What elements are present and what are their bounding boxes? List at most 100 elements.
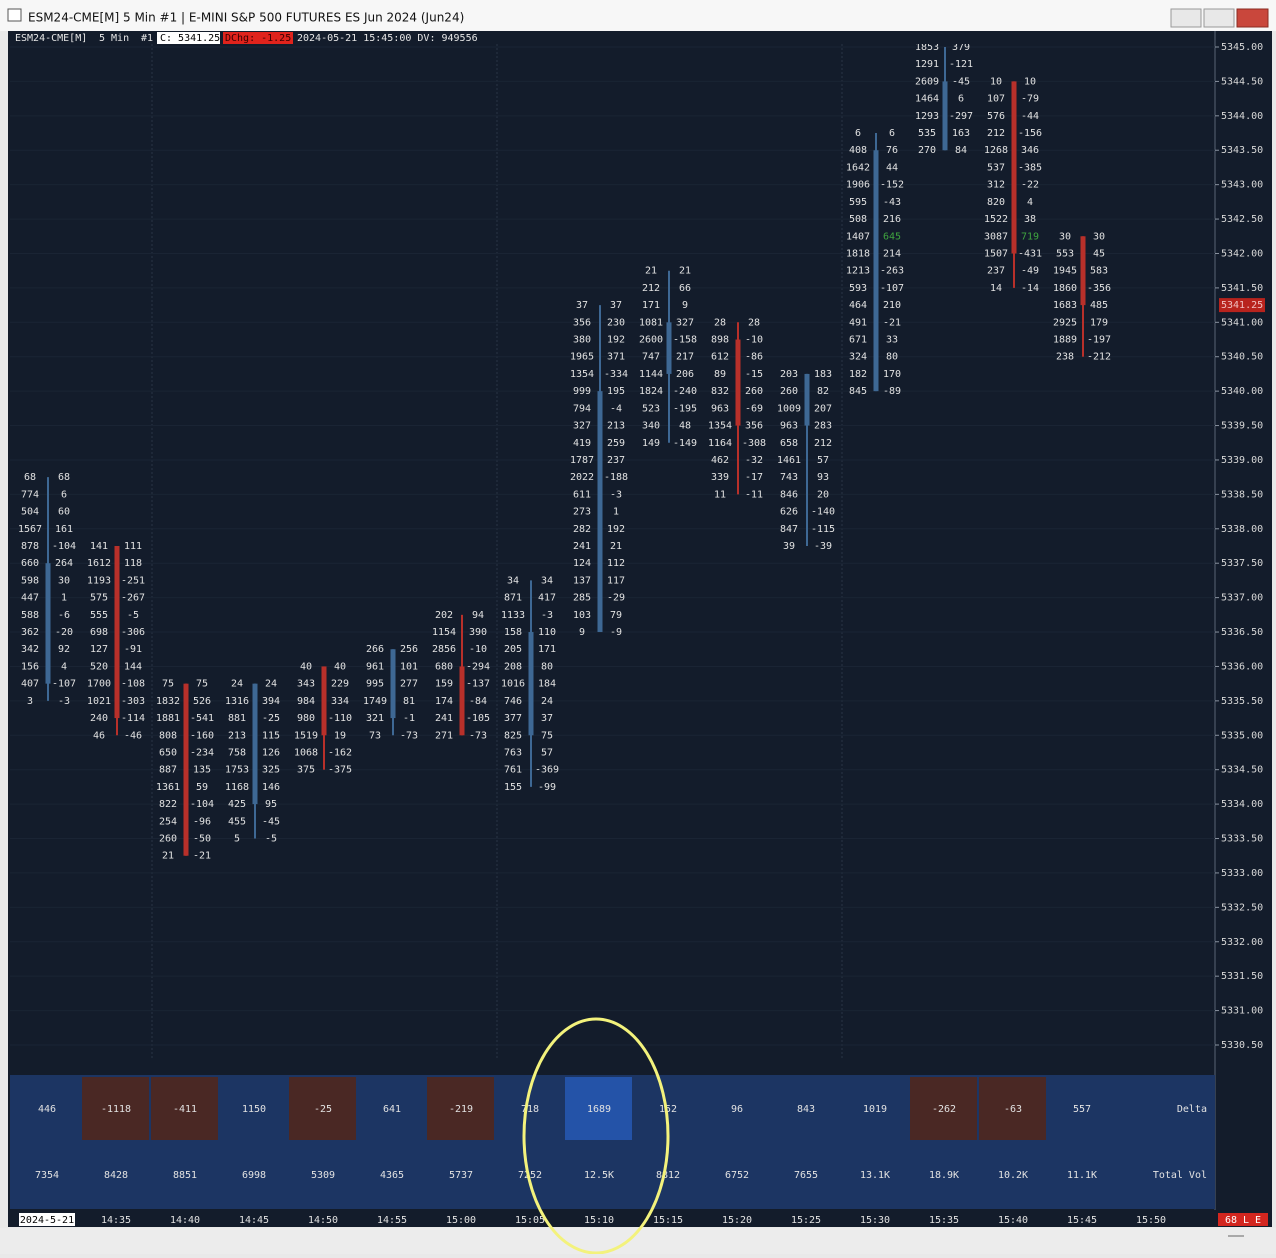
candle-body <box>804 373 810 426</box>
volume-total: 7354 <box>35 1170 59 1181</box>
delta-total: -219 <box>449 1104 473 1115</box>
price-label: 5331.00 <box>1221 1006 1263 1017</box>
delta-cell: 6 <box>958 94 964 105</box>
candle-body <box>666 322 672 374</box>
volume-cell: 156 <box>21 661 39 672</box>
volume-cell: 342 <box>21 644 39 655</box>
delta-cell: 94 <box>472 610 484 621</box>
delta-cell: 356 <box>745 421 763 432</box>
time-label: 2024-5-21 <box>20 1215 74 1226</box>
volume-cell: 520 <box>90 661 108 672</box>
candle-body <box>873 150 879 392</box>
volume-cell: 1213 <box>846 266 870 277</box>
delta-cell-bg <box>82 1077 149 1140</box>
volume-cell: 523 <box>642 403 660 414</box>
volume-cell: 2600 <box>639 335 663 346</box>
delta-cell: 115 <box>262 730 280 741</box>
volume-cell: 24 <box>231 679 243 690</box>
volume-cell: 588 <box>21 610 39 621</box>
volume-cell: 504 <box>21 507 39 518</box>
price-label: 5334.00 <box>1221 799 1263 810</box>
volume-cell: 1612 <box>87 558 111 569</box>
delta-cell: -541 <box>190 713 214 724</box>
volume-cell: 240 <box>90 713 108 724</box>
volume-total: 6752 <box>725 1170 749 1181</box>
delta-cell: 146 <box>262 782 280 793</box>
volume-cell: 555 <box>90 610 108 621</box>
delta-cell: -10 <box>469 644 487 655</box>
delta-cell: 38 <box>1024 214 1036 225</box>
delta-cell-bg <box>772 1077 839 1140</box>
time-label: 14:40 <box>170 1215 200 1226</box>
volume-cell: 266 <box>366 644 384 655</box>
delta-cell: 34 <box>541 575 553 586</box>
volume-cell: 212 <box>642 283 660 294</box>
volume-cell: 271 <box>435 730 453 741</box>
delta-cell: -197 <box>1087 335 1111 346</box>
volume-cell: 1749 <box>363 696 387 707</box>
volume-cell: 241 <box>573 541 591 552</box>
volume-total: 5737 <box>449 1170 473 1181</box>
volume-cell: 825 <box>504 730 522 741</box>
delta-cell: -89 <box>883 386 901 397</box>
delta-cell: 583 <box>1090 266 1108 277</box>
price-label: 5341.50 <box>1221 283 1263 294</box>
price-label: 5342.00 <box>1221 248 1263 259</box>
volume-cell: 213 <box>228 730 246 741</box>
delta-cell: -385 <box>1018 162 1042 173</box>
delta-cell: 82 <box>817 386 829 397</box>
maximize-button[interactable] <box>1203 8 1235 28</box>
close-price: C: 5341.25 <box>160 33 220 44</box>
volume-cell: 984 <box>297 696 315 707</box>
delta-cell: 325 <box>262 765 280 776</box>
volume-cell: 1700 <box>87 679 111 690</box>
delta-total: -63 <box>1004 1104 1022 1115</box>
volume-cell: 377 <box>504 713 522 724</box>
delta-cell: -3 <box>58 696 70 707</box>
volume-cell: 324 <box>849 352 867 363</box>
volume-cell: 1291 <box>915 59 939 70</box>
delta-cell: -308 <box>742 438 766 449</box>
delta-cell: 213 <box>607 421 625 432</box>
volume-cell: 1881 <box>156 713 180 724</box>
volume-cell: 75 <box>162 679 174 690</box>
volume-cell: 794 <box>573 403 591 414</box>
volume-cell: 408 <box>849 145 867 156</box>
delta-cell: 30 <box>58 575 70 586</box>
volume-cell: 3 <box>27 696 33 707</box>
delta-cell-bg <box>841 1077 908 1140</box>
close-button[interactable] <box>1236 8 1269 28</box>
volume-cell: 660 <box>21 558 39 569</box>
delta-cell: -240 <box>673 386 697 397</box>
volume-cell: 159 <box>435 679 453 690</box>
delta-total: 1689 <box>587 1104 611 1115</box>
volume-cell: 1787 <box>570 455 594 466</box>
delta-cell: 80 <box>886 352 898 363</box>
volume-cell: 28 <box>714 317 726 328</box>
volume-cell: 425 <box>228 799 246 810</box>
delta-cell: -156 <box>1018 128 1042 139</box>
delta-cell: 48 <box>679 421 691 432</box>
price-label: 5333.00 <box>1221 868 1263 879</box>
volume-cell: 30 <box>1059 231 1071 242</box>
volume-cell: 1009 <box>777 403 801 414</box>
minimize-button[interactable] <box>1170 8 1202 28</box>
delta-cell: 371 <box>607 352 625 363</box>
delta-cell: -104 <box>52 541 76 552</box>
delta-cell-bg <box>358 1077 425 1140</box>
delta-label: Delta <box>1177 1104 1207 1115</box>
volume-cell: 1361 <box>156 782 180 793</box>
delta-cell: 195 <box>607 386 625 397</box>
delta-cell: -44 <box>1021 111 1039 122</box>
price-label: 5344.00 <box>1221 111 1263 122</box>
delta-cell: 179 <box>1090 317 1108 328</box>
delta-cell: -104 <box>190 799 214 810</box>
delta-cell: 4 <box>61 661 67 672</box>
volume-cell: 260 <box>780 386 798 397</box>
delta-total: -25 <box>314 1104 332 1115</box>
candle-body <box>597 391 603 633</box>
volume-cell: 1464 <box>915 94 939 105</box>
volume-cell: 598 <box>21 575 39 586</box>
volume-cell: 1642 <box>846 162 870 173</box>
price-label: 5334.50 <box>1221 765 1263 776</box>
